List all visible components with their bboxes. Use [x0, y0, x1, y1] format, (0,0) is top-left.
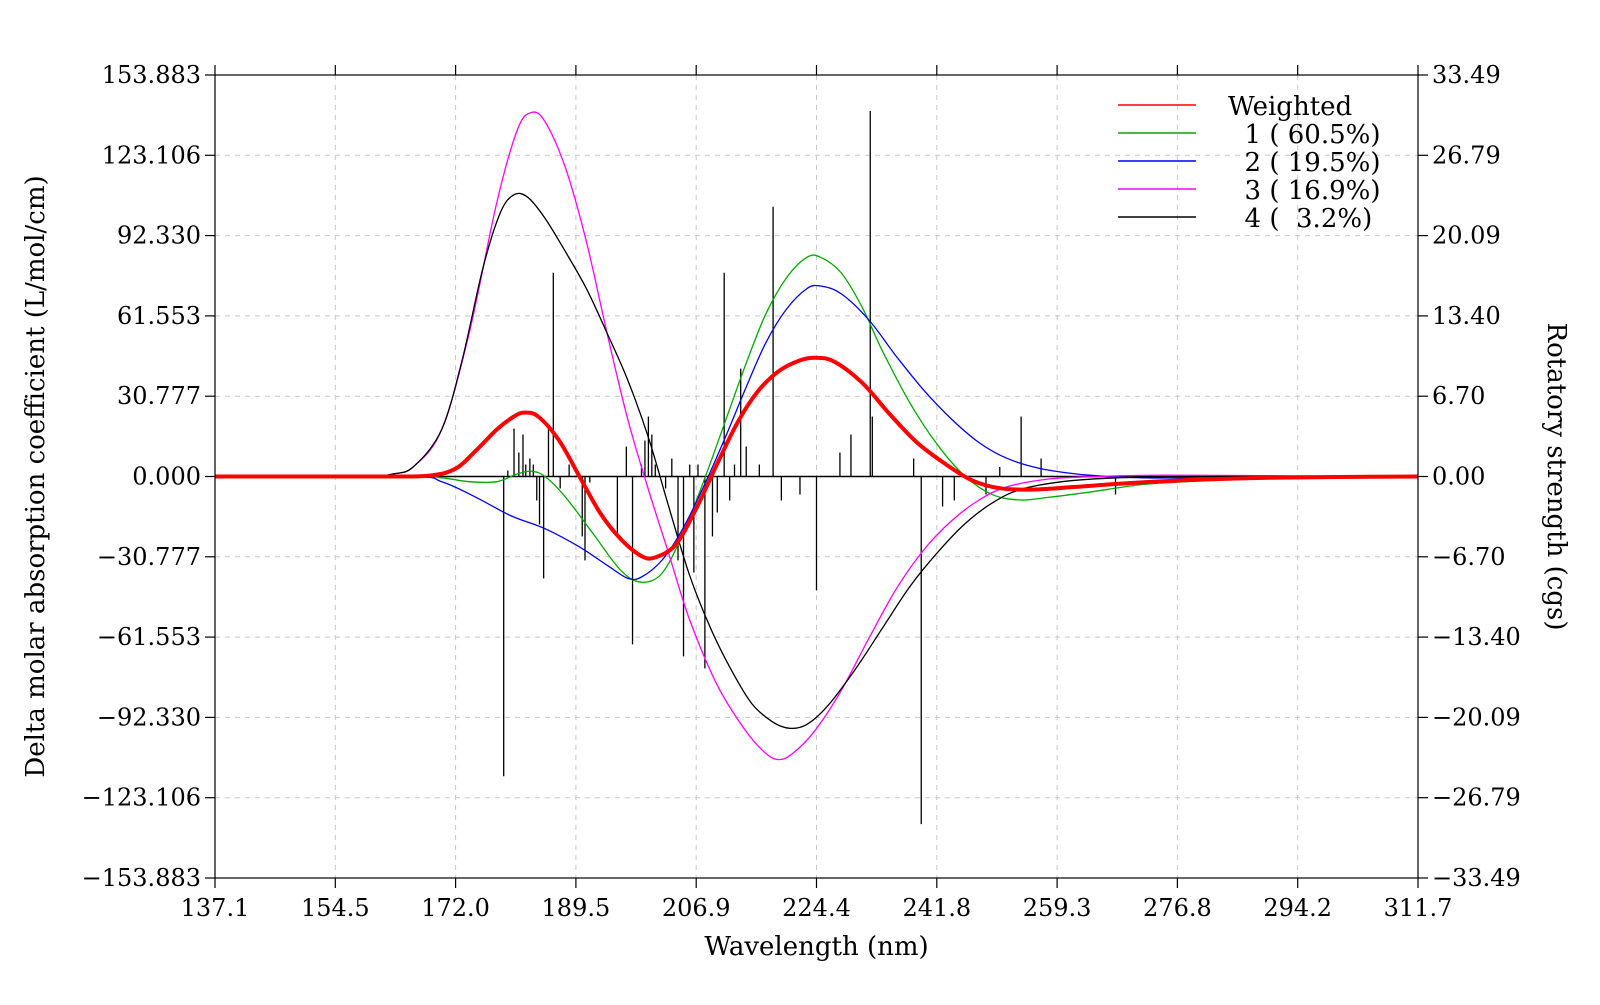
x-tick-label: 189.5 — [542, 894, 611, 922]
x-tick-label: 206.9 — [662, 894, 731, 922]
series-curves — [214, 111, 1419, 761]
x-tick-label: 311.7 — [1384, 894, 1453, 922]
y-right-tick-label: 0.00 — [1432, 463, 1485, 491]
y-right-tick-label: 26.79 — [1432, 141, 1501, 169]
y-left-tick-label: −30.777 — [97, 543, 201, 571]
y-right-tick-label: 20.09 — [1432, 222, 1501, 250]
x-tick-label: 172.0 — [421, 894, 490, 922]
legend-label: 3 ( 16.9%) — [1228, 176, 1380, 206]
y-right-tick-label: −13.40 — [1432, 623, 1521, 651]
series-line — [214, 254, 1419, 583]
plot-area — [214, 110, 1419, 825]
y-left-axis-ticks: 153.883 123.106 92.330 61.553 30.777 0.000 −30… — [82, 61, 215, 892]
x-tick-label: 276.8 — [1143, 894, 1212, 922]
y-left-axis-label: Delta molar absorption coefficient (L/mo… — [21, 175, 51, 777]
x-axis-ticks: 137.1 154.5 172.0 189.5 206.9 224.4 241.8 259.3… — [181, 65, 1453, 922]
series-line — [214, 355, 1419, 561]
legend-label: 4 ( 3.2%) — [1228, 204, 1372, 234]
legend-label: Weighted — [1228, 92, 1352, 122]
y-left-tick-label: 92.330 — [117, 222, 201, 250]
y-left-tick-label: −123.106 — [82, 784, 201, 812]
y-right-tick-label: −6.70 — [1432, 543, 1506, 571]
x-axis-label: Wavelength (nm) — [704, 932, 928, 962]
x-tick-label: 259.3 — [1023, 894, 1092, 922]
y-left-tick-label: 153.883 — [102, 61, 201, 89]
y-right-tick-label: −20.09 — [1432, 703, 1521, 731]
y-left-tick-label: 0.000 — [132, 463, 201, 491]
series-line — [214, 192, 1419, 730]
y-left-tick-label: 123.106 — [102, 141, 201, 169]
legend-label: 2 ( 19.5%) — [1228, 148, 1380, 178]
x-tick-label: 137.1 — [181, 894, 250, 922]
y-left-tick-label: −61.553 — [97, 623, 201, 651]
x-tick-label: 294.2 — [1263, 894, 1332, 922]
y-right-axis-label: Rotatory strength (cgs) — [1541, 323, 1571, 631]
y-left-tick-label: 61.553 — [117, 302, 201, 330]
x-tick-label: 224.4 — [782, 894, 851, 922]
x-tick-label: 241.8 — [902, 894, 971, 922]
legend: Weighted 1 ( 60.5%) 2 ( 19.5%) 3 ( 16.9%… — [1118, 92, 1380, 234]
y-right-tick-label: 6.70 — [1432, 382, 1485, 410]
y-right-tick-label: −26.79 — [1432, 784, 1521, 812]
x-tick-label: 154.5 — [301, 894, 370, 922]
y-right-axis-ticks: 33.49 26.79 20.09 13.40 6.70 0.00 −6.70 −13.40 −… — [1418, 61, 1521, 892]
y-left-tick-label: 30.777 — [117, 382, 201, 410]
legend-label: 1 ( 60.5%) — [1228, 120, 1380, 150]
y-right-tick-label: 33.49 — [1432, 61, 1501, 89]
y-right-tick-label: 13.40 — [1432, 302, 1501, 330]
rotatory-strength-sticks — [503, 110, 1117, 825]
y-left-tick-label: −92.330 — [97, 703, 201, 731]
y-left-tick-label: −153.883 — [82, 864, 201, 892]
series-line — [214, 284, 1419, 581]
y-right-tick-label: −33.49 — [1432, 864, 1521, 892]
